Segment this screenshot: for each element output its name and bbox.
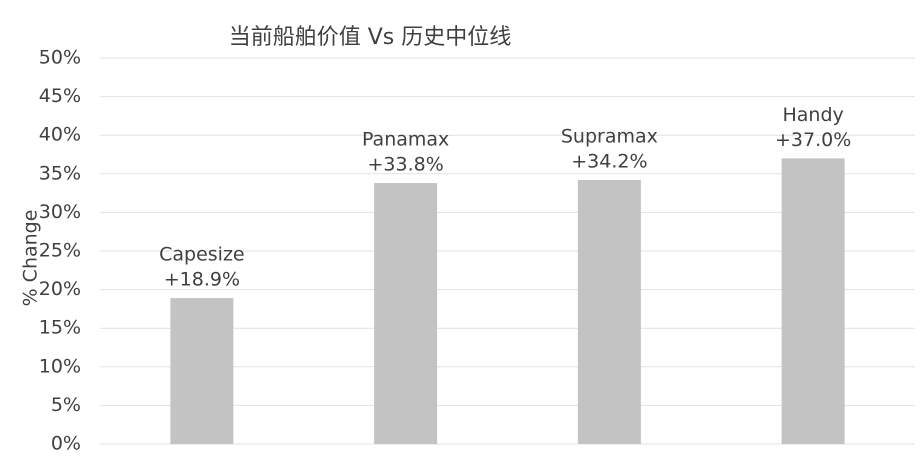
y-tick-label: 20% [39,278,81,300]
y-tick-label: 45% [39,85,81,107]
value-label: +18.9% [164,269,240,291]
y-tick-label: 40% [39,124,81,146]
category-label: Supramax [561,125,658,147]
y-axis-title: % Change [20,210,42,307]
y-tick-label: 5% [51,394,81,416]
bar [170,298,234,444]
category-label: Capesize [159,244,245,266]
y-tick-label: 10% [39,355,81,377]
y-tick-label: 35% [39,162,81,184]
value-label: +33.8% [367,154,443,176]
bar [374,183,438,444]
value-label: +37.0% [775,129,851,151]
category-label: Handy [782,104,843,126]
y-tick-label: 0% [51,433,81,455]
category-label: Panamax [362,129,449,151]
y-tick-label: 50% [39,47,81,69]
y-tick-label: 30% [39,201,81,223]
value-label: +34.2% [571,150,647,172]
chart-title: 当前船舶价值 Vs 历史中位线 [229,25,512,50]
bar [781,158,845,445]
bar [577,179,641,444]
y-tick-label: 25% [39,240,81,262]
y-tick-label: 15% [39,317,81,339]
